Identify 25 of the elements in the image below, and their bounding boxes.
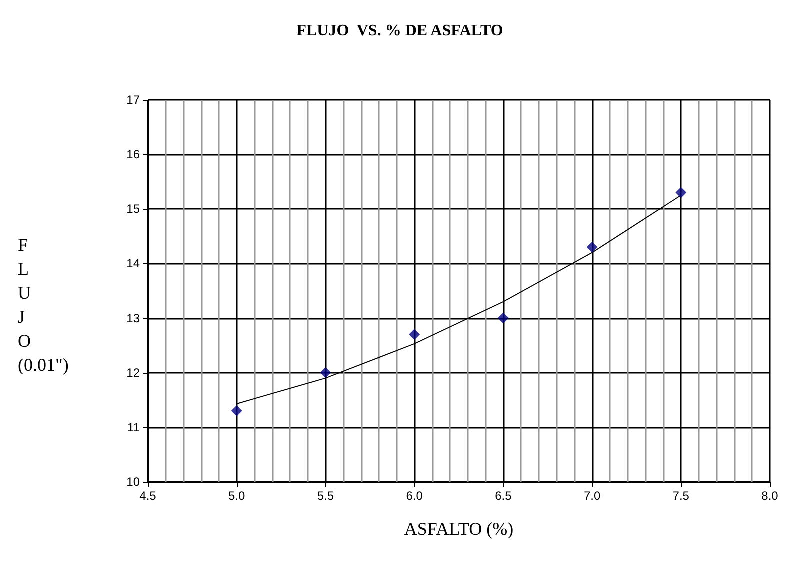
x-tick-label: 6.5 (495, 489, 512, 503)
y-tick-label: 13 (126, 311, 140, 326)
point (409, 329, 420, 340)
x-tick-label: 5.5 (317, 489, 334, 503)
y-tick-label: 14 (126, 256, 140, 271)
x-axis-title: ASFALTO (%) (404, 519, 514, 539)
y-tick-label: 16 (126, 148, 140, 162)
point (231, 406, 242, 417)
x-tick-label: 7.5 (672, 489, 690, 503)
x-tick-label: 7.0 (584, 489, 601, 503)
point (498, 312, 509, 324)
y-tick-label: 12 (126, 366, 140, 380)
point (586, 242, 598, 253)
y-tick-label: 17 (126, 93, 140, 107)
x-tick-label: 8.0 (762, 489, 779, 503)
point (676, 187, 687, 198)
x-tick-label: 5.0 (228, 489, 246, 503)
chart-title: FLUJO VS. % DE ASFALTO (296, 22, 504, 40)
y-tick-label: 15 (126, 202, 140, 216)
y-tick-label: 11 (128, 420, 140, 434)
y-axis-title: FLUJO (0.01") (18, 235, 69, 375)
x-tick-label: 4.5 (140, 489, 157, 503)
y-tick-label: 10 (126, 475, 140, 489)
x-tick-label: 6.0 (406, 489, 424, 503)
point (320, 367, 332, 378)
